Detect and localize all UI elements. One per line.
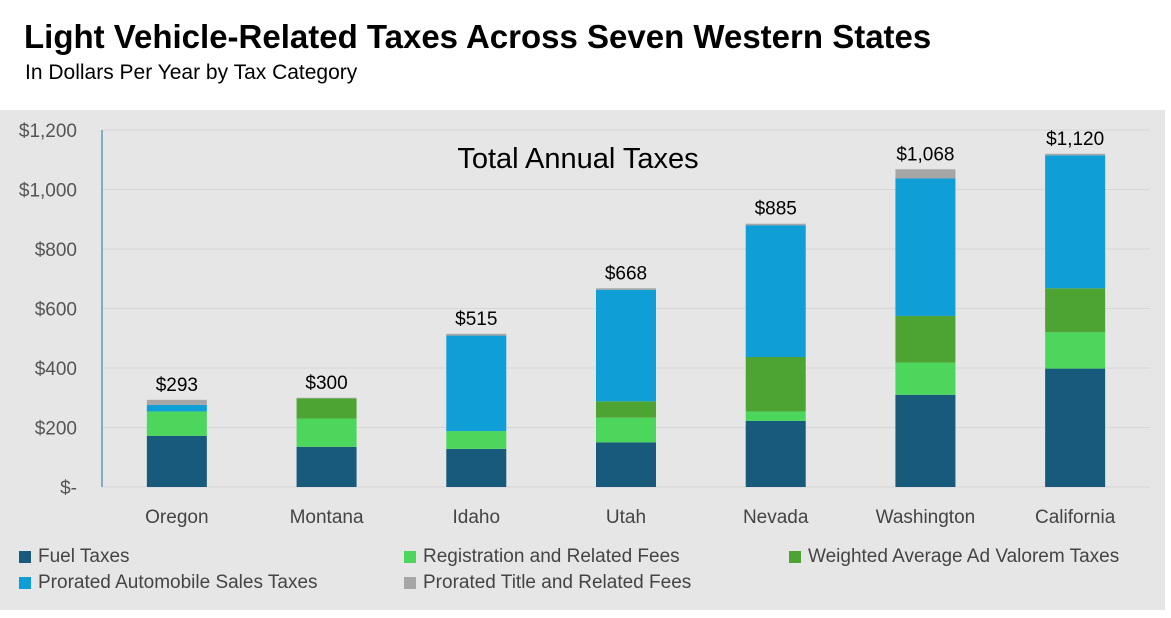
page-subtitle: In Dollars Per Year by Tax Category <box>25 61 358 84</box>
legend-swatch <box>19 577 31 589</box>
x-tick-label: Utah <box>606 507 646 528</box>
y-tick-label: $600 <box>35 300 77 321</box>
bar-segment <box>446 448 507 487</box>
bar-segment <box>745 420 806 487</box>
total-label: $885 <box>755 199 797 220</box>
legend-item-ad-valorem: Weighted Average Ad Valorem Taxes <box>789 546 1119 568</box>
total-label: $300 <box>305 373 347 394</box>
bar-segment <box>596 401 656 418</box>
bar-segment <box>596 442 656 487</box>
bar-segment <box>745 356 806 412</box>
x-tick-label: Montana <box>290 507 364 528</box>
bar-segment <box>296 397 357 399</box>
bar-segment <box>1045 288 1106 333</box>
bar-segment <box>895 315 956 363</box>
y-tick-label: $800 <box>35 240 77 261</box>
bar-segment <box>146 435 207 487</box>
bar-segment <box>1045 368 1106 487</box>
bar-segment <box>1045 155 1106 289</box>
y-tick-label: $1,200 <box>19 121 77 142</box>
y-tick-label: $- <box>60 478 77 499</box>
legend-label: Prorated Title and Related Fees <box>423 572 692 593</box>
bar-segment <box>745 225 806 357</box>
bar-segment <box>1045 332 1106 369</box>
x-tick-label: Washington <box>876 507 976 528</box>
legend-item-registration: Registration and Related Fees <box>404 546 680 568</box>
bar-segment <box>895 362 956 395</box>
legend-swatch <box>404 577 416 589</box>
total-label: $1,068 <box>896 144 954 165</box>
total-label: $293 <box>156 375 198 396</box>
bar-segment <box>446 333 507 336</box>
legend-swatch <box>789 551 801 563</box>
y-tick-label: $1,000 <box>19 181 77 202</box>
bar-segment <box>446 335 507 432</box>
y-tick-label: $200 <box>35 419 77 440</box>
bar-segment <box>296 446 357 487</box>
x-tick-label: California <box>1035 507 1116 528</box>
bar-segment <box>895 178 956 316</box>
total-label: $515 <box>455 309 497 330</box>
bar-segment <box>745 223 806 226</box>
bar-segment <box>296 418 357 447</box>
total-label: $1,120 <box>1046 129 1104 150</box>
bar-segment <box>296 398 357 419</box>
y-tick-label: $400 <box>35 359 77 380</box>
total-label: $668 <box>605 263 647 284</box>
legend-label: Prorated Automobile Sales Taxes <box>38 572 318 593</box>
x-tick-label: Oregon <box>145 507 208 528</box>
legend-label: Weighted Average Ad Valorem Taxes <box>808 546 1120 567</box>
chart-panel: $- $200 $400 $600 $800 $1,000 $1,200 Total Annu… <box>0 110 1165 610</box>
bar-segment <box>895 394 956 487</box>
legend-item-sales: Prorated Automobile Sales Taxes <box>19 572 318 594</box>
legend-item-title-fees: Prorated Title and Related Fees <box>404 572 691 594</box>
bar-segment <box>146 411 207 436</box>
stacked-bar-chart: $- $200 $400 $600 $800 $1,000 $1,200 Total Annu… <box>19 121 1150 528</box>
bar-segment <box>146 404 207 412</box>
bar-segment <box>446 431 507 449</box>
x-tick-label: Nevada <box>743 507 809 528</box>
bar-segment <box>596 417 656 443</box>
bar-segment <box>146 399 207 405</box>
legend-swatch <box>404 551 416 563</box>
page-title: Light Vehicle-Related Taxes Across Seven… <box>24 18 932 55</box>
x-tick-label: Idaho <box>453 507 501 528</box>
legend-label: Registration and Related Fees <box>423 546 680 567</box>
bar-segment <box>1045 153 1106 156</box>
bar-segment <box>895 169 956 179</box>
bar-segment <box>596 289 656 402</box>
chart-title: Total Annual Taxes <box>457 143 698 175</box>
bar-segment <box>745 411 806 421</box>
legend-label: Fuel Taxes <box>38 546 130 567</box>
legend-swatch <box>19 551 31 563</box>
legend-item-fuel: Fuel Taxes <box>19 546 130 568</box>
bar-segment <box>596 288 656 290</box>
